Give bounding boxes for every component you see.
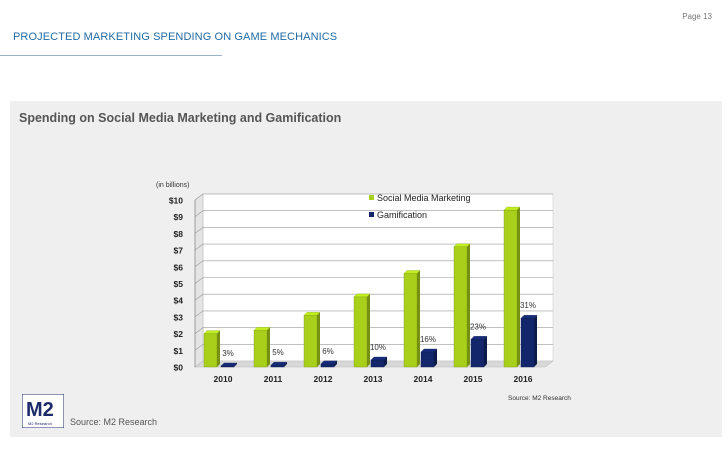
data-label: 5%	[272, 348, 284, 357]
bar-social-media-marketing-front	[453, 246, 468, 368]
logo-text: M2	[26, 399, 54, 421]
y-tick-label: $1	[174, 346, 184, 356]
x-tick-label: 2011	[264, 374, 283, 384]
data-label: 3%	[222, 349, 234, 358]
bar-social-media-marketing-side	[417, 270, 420, 367]
bar-gamification-side	[384, 356, 387, 367]
y-tick-label: $8	[174, 229, 184, 239]
bar-gamification-front	[520, 318, 535, 368]
y-tick-label: $7	[174, 246, 184, 256]
bar-social-media-marketing-front	[503, 209, 518, 368]
gridline	[194, 260, 553, 268]
bar-social-media-marketing-side	[367, 293, 370, 367]
legend-label: Social Media Marketing	[377, 193, 471, 203]
bar-gamification-front	[370, 359, 385, 368]
data-label: 10%	[370, 343, 386, 352]
bar-gamification-side	[284, 362, 287, 367]
bar-social-media-marketing-front	[303, 315, 318, 368]
bar-social-media-marketing-side	[517, 207, 520, 367]
bar-gamification-front	[270, 364, 285, 368]
y-tick-label: $10	[169, 196, 183, 206]
y-tick-label: $5	[174, 279, 184, 289]
bar-social-media-marketing-side	[317, 312, 320, 367]
gridline	[194, 310, 553, 318]
x-tick-label: 2016	[514, 374, 533, 384]
y-tick-label: $4	[174, 296, 184, 306]
x-tick-label: 2015	[464, 374, 483, 384]
bar-gamification-side	[434, 348, 437, 367]
bar-social-media-marketing-side	[217, 330, 220, 367]
gridline	[194, 243, 553, 251]
bar-social-media-marketing-side	[467, 243, 470, 367]
unit-note: (in billions)	[156, 182, 189, 189]
data-label: 23%	[470, 322, 486, 331]
data-label: 16%	[420, 335, 436, 344]
gridline	[194, 327, 553, 334]
page-number: Page 13	[682, 12, 712, 21]
legend-swatch	[369, 195, 374, 200]
bar-gamification-front	[320, 363, 335, 368]
x-tick-label: 2014	[414, 374, 433, 384]
gridline	[194, 210, 553, 217]
bar-gamification-front	[220, 365, 235, 368]
y-tick-label: $0	[174, 363, 184, 373]
bar-social-media-marketing-front	[403, 273, 418, 368]
gridline	[194, 193, 553, 201]
y-tick-label: $9	[174, 212, 184, 222]
bar-social-media-marketing-front	[353, 296, 368, 368]
chart-title: Spending on Social Media Marketing and G…	[19, 111, 342, 125]
x-tick-label: 2010	[214, 374, 233, 384]
bar-social-media-marketing-front	[253, 330, 268, 368]
bar-gamification-side	[234, 362, 237, 367]
title-rule	[0, 55, 222, 56]
bar-gamification-side	[334, 360, 337, 367]
gridline	[194, 343, 553, 351]
gridline	[194, 293, 553, 301]
bar-gamification-front	[470, 339, 485, 368]
bar-gamification-side	[534, 315, 537, 367]
m2-logo: M2 M2 Research	[22, 394, 64, 428]
data-label: 31%	[520, 301, 536, 310]
gridline	[194, 277, 553, 284]
gridline	[194, 227, 553, 234]
x-tick-label: 2013	[364, 374, 383, 384]
footer-source: Source: M2 Research	[70, 417, 158, 427]
data-label: 6%	[322, 347, 334, 356]
logo-subtext: M2 Research	[28, 421, 52, 426]
x-tick-label: 2012	[314, 374, 333, 384]
y-tick-label: $3	[174, 312, 184, 322]
y-tick-label: $6	[174, 262, 184, 272]
legend-swatch	[369, 212, 374, 217]
bar-social-media-marketing-front	[203, 333, 218, 368]
legend-label: Gamification	[377, 210, 427, 220]
bar-social-media-marketing-side	[267, 327, 270, 367]
document-title: PROJECTED MARKETING SPENDING ON GAME MEC…	[13, 31, 338, 43]
bar-gamification-front	[420, 351, 435, 368]
y-tick-label: $2	[174, 329, 184, 339]
chart-source-note: Source: M2 Research	[508, 395, 571, 402]
bar-gamification-side	[484, 336, 487, 367]
